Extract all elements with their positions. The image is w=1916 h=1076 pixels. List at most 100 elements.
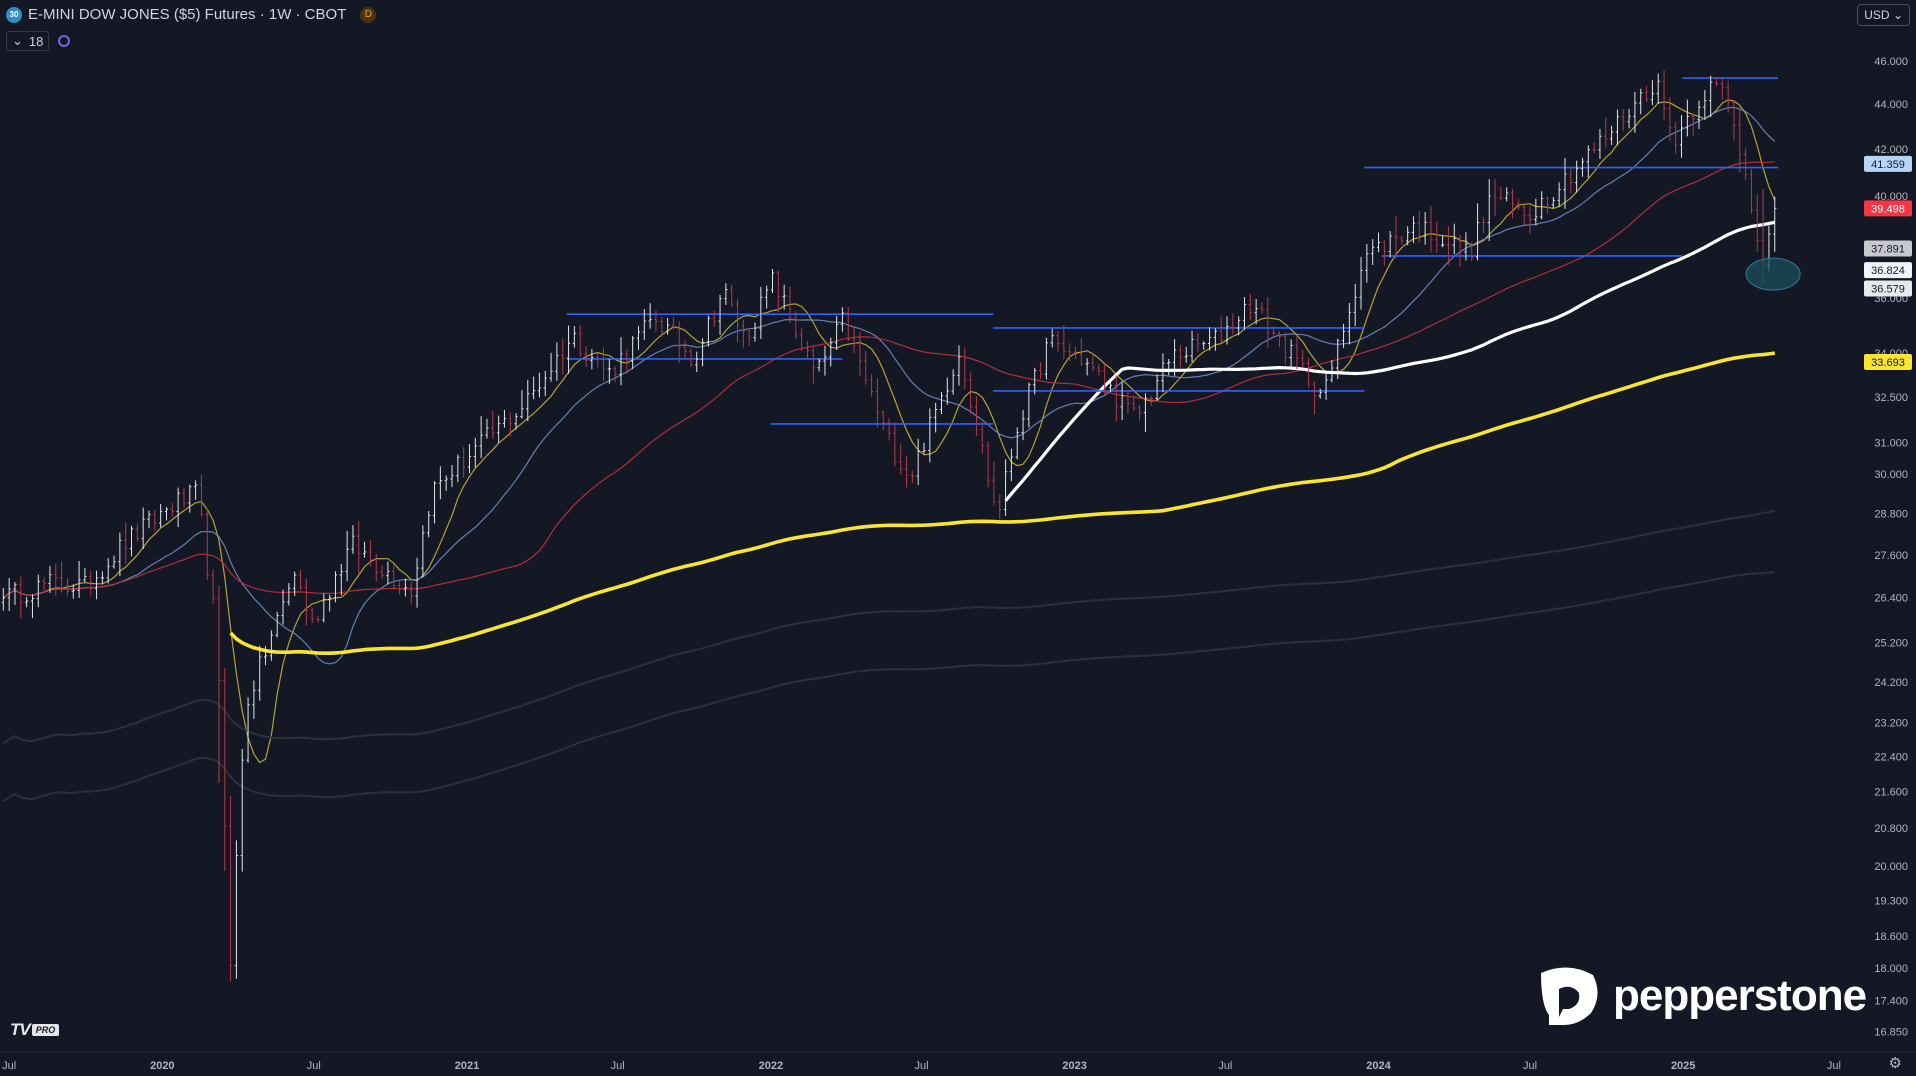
candle bbox=[211, 569, 215, 605]
candle bbox=[502, 409, 507, 428]
tradingview-logo[interactable]: TV PRO bbox=[10, 1020, 60, 1040]
y-tick-label: 32.500 bbox=[1874, 392, 1908, 404]
candle bbox=[875, 378, 879, 428]
indicators-toggle[interactable]: ⌄ 18 bbox=[6, 31, 50, 51]
candle bbox=[823, 345, 827, 376]
candle bbox=[619, 337, 623, 386]
candle bbox=[1487, 179, 1491, 242]
y-tick-label: 46.000 bbox=[1874, 56, 1908, 68]
candle bbox=[106, 558, 110, 584]
brand-name: pepperstone bbox=[1613, 971, 1867, 1020]
horizontal-levels[interactable] bbox=[566, 77, 1779, 425]
candle bbox=[934, 402, 938, 433]
candle bbox=[677, 321, 681, 363]
ma-line-8 bbox=[2, 99, 1776, 764]
symbol-icon[interactable]: 30 bbox=[6, 6, 22, 23]
candle bbox=[817, 358, 821, 372]
candle bbox=[374, 553, 378, 582]
candle bbox=[555, 342, 559, 381]
candle bbox=[1429, 206, 1433, 253]
candle bbox=[310, 607, 314, 624]
candle bbox=[421, 525, 425, 578]
candle bbox=[718, 294, 722, 335]
candle bbox=[974, 396, 979, 436]
candle bbox=[1609, 125, 1614, 146]
candle bbox=[25, 596, 29, 608]
candle bbox=[1423, 212, 1427, 245]
candle bbox=[1283, 332, 1287, 365]
y-tick-label: 40.000 bbox=[1874, 191, 1908, 203]
candle bbox=[945, 377, 949, 405]
x-tick-label: Jul bbox=[611, 1060, 625, 1072]
candle bbox=[543, 371, 547, 397]
candle bbox=[1167, 358, 1171, 376]
candle bbox=[1534, 198, 1538, 226]
candle bbox=[1744, 148, 1748, 180]
candle bbox=[1551, 197, 1555, 208]
candle bbox=[427, 510, 431, 538]
candle bbox=[1400, 235, 1404, 245]
ma-line-100 bbox=[1004, 220, 1776, 502]
candle bbox=[910, 470, 914, 483]
candle bbox=[287, 583, 291, 606]
candle bbox=[765, 285, 769, 309]
candle bbox=[666, 317, 670, 335]
x-tick-label: Jul bbox=[1218, 1060, 1232, 1072]
x-tick-label: Jul bbox=[307, 1060, 321, 1072]
candle bbox=[584, 345, 588, 367]
x-tick-label: 2020 bbox=[150, 1060, 174, 1072]
candle bbox=[59, 561, 64, 593]
candle bbox=[473, 437, 477, 468]
candle bbox=[1196, 332, 1200, 353]
candle bbox=[899, 444, 903, 475]
candle bbox=[1365, 244, 1369, 283]
y-tick-label: 18.000 bbox=[1874, 963, 1908, 975]
candle bbox=[549, 352, 553, 382]
candle bbox=[788, 286, 792, 323]
candle bbox=[94, 570, 99, 600]
candle bbox=[1213, 328, 1217, 351]
candle bbox=[724, 283, 728, 305]
candle bbox=[71, 584, 75, 599]
candle bbox=[893, 422, 897, 467]
candle bbox=[735, 298, 740, 343]
candle bbox=[432, 481, 437, 524]
candle bbox=[572, 326, 576, 348]
currency-selector[interactable]: USD ⌄ bbox=[1857, 4, 1910, 26]
candle bbox=[188, 484, 192, 513]
tv-pro-badge: PRO bbox=[31, 1024, 60, 1036]
price-label-text: 39.498 bbox=[1871, 203, 1905, 215]
candle bbox=[1464, 232, 1468, 261]
candle bbox=[1557, 182, 1561, 208]
candle bbox=[1510, 189, 1515, 219]
sync-icon[interactable] bbox=[57, 34, 71, 48]
candle bbox=[357, 520, 361, 574]
candle bbox=[834, 316, 839, 351]
candle bbox=[456, 454, 460, 483]
candle bbox=[800, 327, 804, 351]
chart-title[interactable]: E-MINI DOW JONES ($5) Futures · 1W · CBO… bbox=[28, 6, 347, 23]
candle bbox=[642, 309, 646, 340]
candle bbox=[322, 593, 326, 623]
candle bbox=[869, 374, 874, 397]
candle bbox=[1266, 297, 1270, 348]
candle bbox=[1738, 106, 1742, 173]
candle bbox=[1, 588, 5, 611]
candle bbox=[1015, 427, 1019, 460]
candle bbox=[636, 326, 641, 351]
candle bbox=[1033, 367, 1037, 395]
candle bbox=[1202, 341, 1206, 350]
candle bbox=[1452, 223, 1456, 255]
data-source-badge[interactable]: D bbox=[360, 6, 377, 23]
candle bbox=[258, 645, 262, 701]
candle bbox=[386, 561, 390, 585]
price-label-bg bbox=[1864, 280, 1912, 297]
price-label-text: 37.891 bbox=[1871, 243, 1905, 255]
candle bbox=[1697, 100, 1701, 130]
ma-line-long-400 bbox=[2, 571, 1775, 803]
candle bbox=[392, 565, 396, 590]
settings-icon[interactable]: ⚙ bbox=[1888, 1055, 1902, 1072]
candle bbox=[293, 571, 297, 596]
tv-logo-text: TV bbox=[10, 1020, 31, 1039]
